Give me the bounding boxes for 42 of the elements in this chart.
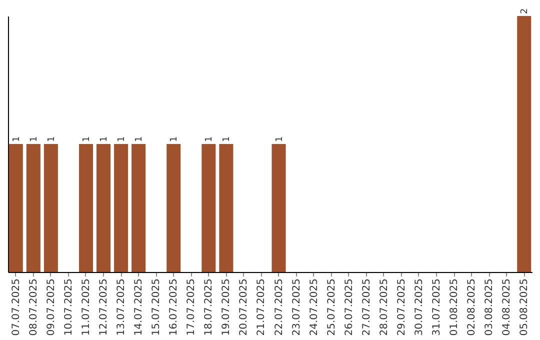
data-label: 1 — [222, 136, 232, 142]
x-tick-label: 07.07.2025 — [10, 278, 22, 336]
data-label: 1 — [204, 136, 215, 142]
x-tick-label: 13.07.2025 — [116, 278, 128, 336]
data-label: 1 — [46, 136, 57, 142]
x-tick-label: 24.07.2025 — [308, 278, 320, 336]
x-tick-label: 27.07.2025 — [361, 278, 372, 336]
data-label: 2 — [520, 8, 530, 14]
x-tick-label: 02.08.2025 — [466, 278, 478, 336]
x-tick-label: 01.08.2025 — [449, 278, 460, 336]
data-label: 1 — [170, 136, 180, 142]
x-tick-label: 10.07.2025 — [63, 278, 74, 336]
x-tick-label: 17.07.2025 — [186, 278, 198, 336]
x-tick-label: 28.07.2025 — [378, 278, 390, 336]
x-tick-label: 09.07.2025 — [46, 278, 57, 336]
x-tick-label: 30.07.2025 — [414, 278, 425, 336]
x-tick-label: 31.07.2025 — [431, 278, 442, 336]
x-tick-label: 25.07.2025 — [326, 278, 338, 336]
data-label: 1 — [117, 136, 128, 142]
x-tick-label: 11.07.2025 — [80, 278, 92, 336]
x-tick-label: 03.08.2025 — [484, 278, 496, 336]
x-tick-label: 14.07.2025 — [134, 278, 145, 336]
x-tick-label: 21.07.2025 — [256, 278, 268, 336]
x-tick-label: 22.07.2025 — [274, 278, 285, 336]
x-tick-label: 18.07.2025 — [204, 278, 215, 336]
x-tick-label: 15.07.2025 — [151, 278, 162, 336]
x-tick-label: 12.07.2025 — [98, 278, 110, 336]
x-tick-label: 08.07.2025 — [28, 278, 40, 336]
data-label: 1 — [82, 136, 92, 142]
x-tick-label: 05.08.2025 — [519, 278, 530, 336]
data-label: 1 — [274, 136, 285, 142]
data-label: 1 — [134, 136, 145, 142]
x-tick-label: 16.07.2025 — [168, 278, 180, 336]
data-label: 1 — [100, 136, 110, 142]
data-label: 1 — [29, 136, 40, 142]
x-tick-label: 19.07.2025 — [221, 278, 232, 336]
x-tick-label: 29.07.2025 — [396, 278, 408, 336]
x-tick-label: 04.08.2025 — [502, 278, 513, 336]
data-label: 1 — [12, 136, 22, 142]
x-tick-label: 23.07.2025 — [291, 278, 302, 336]
x-tick-label: 26.07.2025 — [344, 278, 355, 336]
x-tick-label: 20.07.2025 — [238, 278, 250, 336]
